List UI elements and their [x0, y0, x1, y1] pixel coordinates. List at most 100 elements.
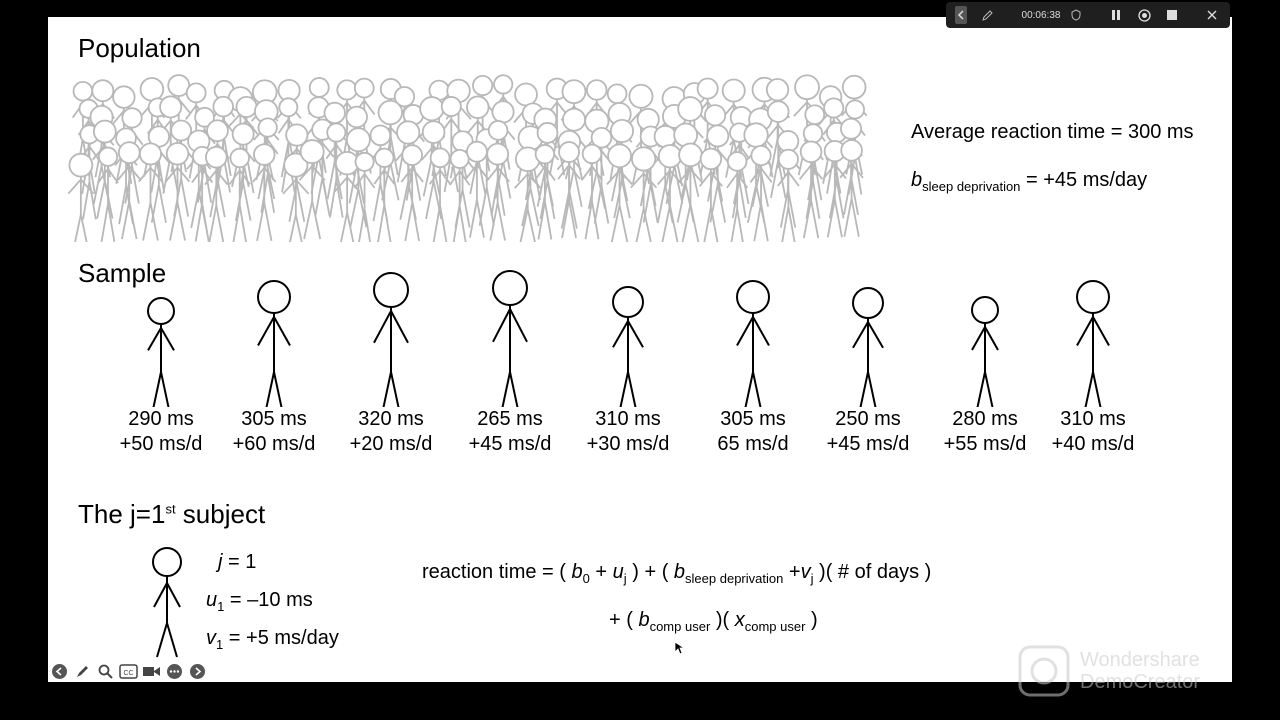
- crowd-person: [252, 143, 277, 242]
- subject-figure: [152, 547, 182, 658]
- presentation-toolbar: CC: [50, 660, 207, 682]
- sample-slope: +60 ms/d: [232, 433, 316, 455]
- eq-part: ): [805, 609, 818, 631]
- close-icon[interactable]: [1204, 2, 1220, 28]
- crowd-person: [705, 124, 731, 223]
- crowd-person: [400, 144, 424, 242]
- subject-title-post: subject: [175, 499, 266, 529]
- crowd-person: [284, 123, 310, 222]
- crowd-person: [533, 144, 556, 240]
- b-value: = +45 ms/day: [1020, 169, 1148, 191]
- crowd-person: [158, 95, 184, 194]
- v-value: = +5 ms/day: [223, 627, 339, 649]
- v-symbol: v: [206, 627, 216, 649]
- pen-tool-icon[interactable]: [73, 662, 92, 681]
- crowd-person: [749, 144, 773, 242]
- u-symbol: u: [206, 589, 218, 611]
- crowd-person: [117, 141, 142, 240]
- sample-person: [147, 297, 175, 407]
- eq-part: +: [783, 561, 801, 583]
- crowd-person: [822, 140, 847, 238]
- eq-var: b: [673, 561, 686, 583]
- crowd-person: [298, 139, 326, 240]
- sample-slope: +20 ms/d: [349, 433, 433, 455]
- stop-icon[interactable]: [1164, 2, 1180, 28]
- eq-sub: j: [623, 571, 627, 586]
- population-title: Population: [78, 33, 201, 63]
- crowd-person: [164, 142, 191, 241]
- sample-person: [492, 270, 528, 407]
- equation-line-1: reaction time = ( b0 + uj ) + ( bsleep d…: [422, 561, 931, 586]
- sample-person: [736, 280, 770, 407]
- sample-stat: 250 ms +45 ms/d: [798, 407, 938, 457]
- equation-line-2: + ( bcomp user )( xcomp user ): [609, 609, 818, 634]
- zoom-icon[interactable]: [96, 662, 115, 681]
- sample-slope: +30 ms/d: [586, 433, 670, 455]
- sample-reaction-time: 320 ms: [358, 408, 424, 430]
- sample-stat: 290 ms +50 ms/d: [91, 407, 231, 457]
- sample-person: [852, 287, 884, 407]
- sample-slope: +45 ms/d: [468, 433, 552, 455]
- captions-icon[interactable]: CC: [119, 662, 138, 681]
- crowd-person: [353, 151, 376, 242]
- eq-sub: comp user: [744, 619, 806, 634]
- b-symbol: b: [911, 169, 923, 191]
- u-value: = –10 ms: [224, 589, 313, 611]
- eq-var: v: [800, 561, 811, 583]
- watermark: Wondershare DemoCreator: [1018, 645, 1218, 697]
- more-options-icon[interactable]: [165, 662, 184, 681]
- j-value: = 1: [222, 551, 257, 573]
- crowd-person: [282, 152, 310, 242]
- pause-icon[interactable]: [1108, 2, 1124, 28]
- sample-slope: +45 ms/d: [826, 433, 910, 455]
- crowd-person: [465, 140, 489, 238]
- v-line: v1 = +5 ms/day: [206, 627, 339, 652]
- democreator-logo-icon: [1018, 645, 1070, 697]
- sample-reaction-time: 265 ms: [477, 408, 543, 430]
- u-subscript: 1: [217, 599, 225, 614]
- record-icon[interactable]: [1136, 2, 1152, 28]
- subject-title-pre: The j=1: [78, 499, 166, 529]
- population-average: Average reaction time = 300 ms: [911, 121, 1194, 143]
- collapse-icon[interactable]: [954, 2, 968, 28]
- sample-reaction-time: 305 ms: [720, 408, 786, 430]
- sample-person: [612, 286, 644, 407]
- crowd-person: [138, 142, 163, 241]
- crowd-person: [581, 143, 603, 240]
- sample-stat: 280 ms +55 ms/d: [915, 407, 1055, 457]
- pen-icon[interactable]: [980, 2, 996, 28]
- eq-var: b: [638, 609, 650, 631]
- subject-title: The j=1st subject: [78, 499, 265, 530]
- next-slide-icon[interactable]: [188, 662, 207, 681]
- eq-part: ) + (: [626, 561, 674, 583]
- watermark-line-1: Wondershare: [1080, 649, 1200, 671]
- crowd-person: [514, 146, 542, 242]
- eq-part: )(: [710, 609, 735, 631]
- recorder-toolbar: 00:06:38: [946, 2, 1230, 28]
- sample-reaction-time: 290 ms: [128, 408, 194, 430]
- eq-sub: comp user: [649, 619, 711, 634]
- sample-stat: 265 ms +45 ms/d: [440, 407, 580, 457]
- crowd-person: [677, 142, 704, 242]
- shield-icon[interactable]: [1068, 2, 1084, 28]
- crowd-person: [204, 145, 229, 242]
- svg-text:CC: CC: [123, 670, 133, 677]
- crowd-person: [428, 147, 452, 242]
- crowd-person: [191, 145, 214, 242]
- watermark-line-2: DemoCreator: [1080, 671, 1201, 693]
- crowd-person: [420, 120, 447, 220]
- b-subscript: sleep deprivation: [922, 179, 1021, 194]
- sample-person: [1076, 280, 1110, 407]
- sample-figures: [147, 270, 1110, 407]
- previous-slide-icon[interactable]: [50, 662, 69, 681]
- sample-person: [971, 296, 999, 407]
- sample-title: Sample: [78, 258, 167, 288]
- eq-sub: sleep deprivation: [685, 571, 784, 586]
- crowd-person: [68, 152, 95, 242]
- video-icon[interactable]: [142, 662, 161, 681]
- crowd-person: [557, 141, 581, 239]
- j-line: j = 1: [218, 551, 256, 574]
- population-slope: bsleep deprivation = +45 ms/day: [911, 169, 1147, 194]
- eq-var: u: [612, 561, 624, 583]
- sample-reaction-time: 280 ms: [952, 408, 1018, 430]
